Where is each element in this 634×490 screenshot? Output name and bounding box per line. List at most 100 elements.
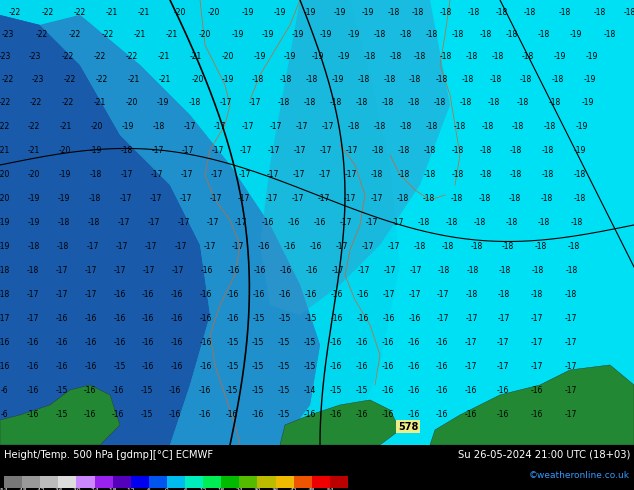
Text: -15: -15 (114, 363, 126, 371)
Text: -16: -16 (382, 363, 394, 371)
Text: -18: -18 (409, 75, 421, 84)
Text: -20: -20 (91, 122, 103, 131)
Text: 36: 36 (272, 489, 279, 490)
Text: -18: -18 (330, 98, 342, 107)
Text: -16: -16 (114, 315, 126, 323)
Text: -17: -17 (465, 363, 477, 371)
Polygon shape (350, 0, 634, 445)
Text: -18: -18 (624, 8, 634, 18)
Text: -17: -17 (118, 219, 130, 227)
Text: -17: -17 (366, 219, 378, 227)
Text: -19: -19 (292, 30, 304, 40)
Text: -17: -17 (270, 122, 282, 131)
Text: -16: -16 (56, 315, 68, 323)
Text: -18: -18 (452, 171, 464, 179)
Text: -18: -18 (480, 171, 492, 179)
Text: -19: -19 (362, 8, 374, 18)
Text: -18: -18 (400, 30, 412, 40)
Text: -16: -16 (331, 315, 343, 323)
Text: -18: -18 (0, 291, 10, 299)
Text: -22: -22 (0, 98, 11, 107)
Text: -22: -22 (69, 30, 81, 40)
Bar (276, 476, 294, 488)
Text: -17: -17 (182, 147, 194, 155)
Text: -17: -17 (293, 171, 305, 179)
Text: -17: -17 (344, 195, 356, 203)
Text: -16: -16 (201, 267, 213, 275)
Text: -18: -18 (604, 30, 616, 40)
Text: -16: -16 (112, 387, 124, 395)
Text: -15: -15 (227, 339, 239, 347)
Text: -18: -18 (108, 489, 117, 490)
Text: -18: -18 (574, 195, 586, 203)
Text: -16: -16 (531, 411, 543, 419)
Text: -18: -18 (522, 52, 534, 61)
Text: -21: -21 (159, 75, 171, 84)
Text: -18: -18 (423, 195, 435, 203)
Text: -21: -21 (128, 75, 140, 84)
Text: -20: -20 (222, 52, 234, 61)
Text: -17: -17 (565, 339, 577, 347)
Text: -19: -19 (582, 98, 594, 107)
Polygon shape (280, 400, 400, 445)
Text: -18: -18 (371, 171, 383, 179)
Text: -18: -18 (414, 243, 426, 251)
Bar (203, 476, 221, 488)
Text: -18: -18 (549, 98, 561, 107)
Text: -17: -17 (362, 243, 374, 251)
Text: -16: -16 (227, 291, 239, 299)
Text: -17: -17 (240, 147, 252, 155)
Text: -18: -18 (468, 8, 480, 18)
Text: -19: -19 (90, 147, 102, 155)
Text: -17: -17 (267, 171, 279, 179)
Text: -19: -19 (0, 219, 10, 227)
Text: -22: -22 (62, 52, 74, 61)
Text: -19: -19 (222, 75, 234, 84)
Text: -16: -16 (85, 339, 97, 347)
Text: -17: -17 (148, 219, 160, 227)
Text: -16: -16 (200, 291, 212, 299)
Text: -17: -17 (181, 171, 193, 179)
Text: -17: -17 (466, 315, 478, 323)
Text: -17: -17 (207, 219, 219, 227)
Text: -19: -19 (274, 8, 286, 18)
Text: -15: -15 (278, 339, 290, 347)
Text: -6: -6 (146, 489, 152, 490)
Text: -12: -12 (126, 489, 136, 490)
Text: 30: 30 (254, 489, 261, 490)
Text: -20: -20 (126, 98, 138, 107)
Polygon shape (430, 365, 634, 445)
Text: -16: -16 (383, 315, 395, 323)
Text: -16: -16 (408, 339, 420, 347)
Text: -18: -18 (538, 30, 550, 40)
Text: -16: -16 (382, 387, 394, 395)
Text: -17: -17 (152, 147, 164, 155)
Text: Height/Temp. 500 hPa [gdmp][°C] ECMWF: Height/Temp. 500 hPa [gdmp][°C] ECMWF (4, 450, 213, 460)
Text: -19: -19 (570, 30, 582, 40)
Text: -16: -16 (171, 363, 183, 371)
Text: -22: -22 (9, 8, 21, 18)
Text: -17: -17 (121, 171, 133, 179)
Text: -30: -30 (72, 489, 81, 490)
Text: -16: -16 (284, 243, 296, 251)
Text: -17: -17 (85, 291, 97, 299)
Text: -16: -16 (228, 267, 240, 275)
Text: -17: -17 (346, 147, 358, 155)
Text: -16: -16 (56, 339, 68, 347)
Text: -19: -19 (59, 171, 71, 179)
Text: -18: -18 (278, 98, 290, 107)
Text: -22: -22 (96, 75, 108, 84)
Text: -17: -17 (143, 267, 155, 275)
Text: -17: -17 (531, 363, 543, 371)
Text: -18: -18 (412, 8, 424, 18)
Bar (167, 476, 185, 488)
Text: -16: -16 (382, 339, 394, 347)
Text: -19: -19 (332, 75, 344, 84)
Text: -17: -17 (318, 195, 330, 203)
Text: -17: -17 (410, 267, 422, 275)
Text: -17: -17 (371, 195, 383, 203)
Text: -19: -19 (584, 75, 596, 84)
Text: -18: -18 (492, 52, 504, 61)
Text: 18: 18 (217, 489, 225, 490)
Text: -20: -20 (208, 8, 220, 18)
